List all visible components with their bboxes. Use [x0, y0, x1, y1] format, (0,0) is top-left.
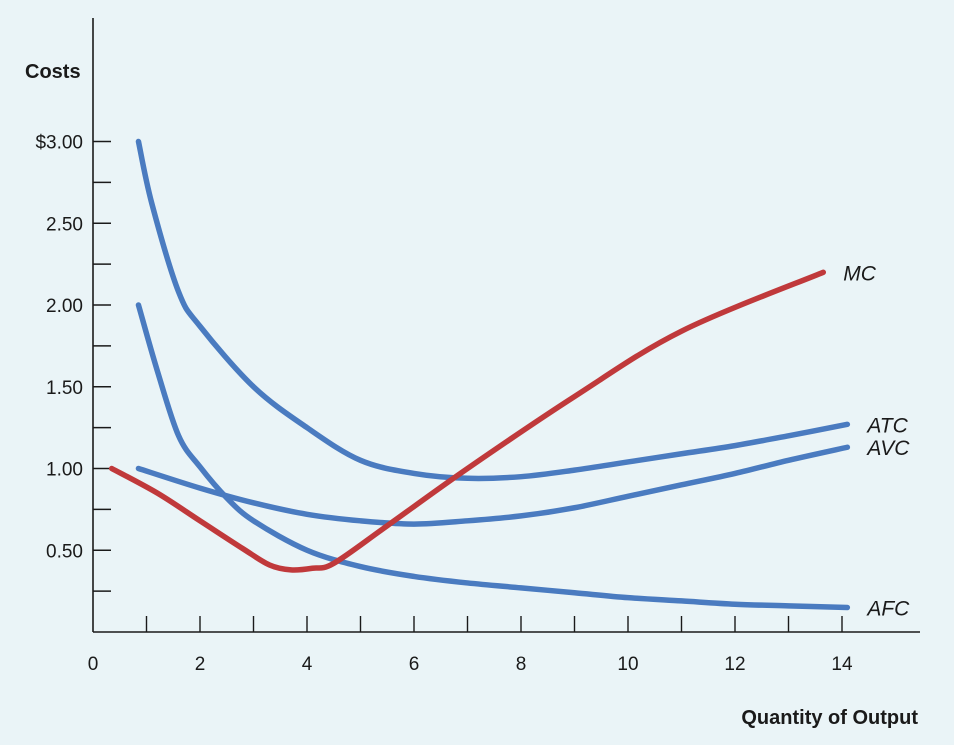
x-tick-label: 0 — [88, 654, 99, 675]
y-tick-label: 0.50 — [46, 541, 83, 562]
x-tick-label: 4 — [302, 654, 313, 675]
x-tick-label: 8 — [516, 654, 527, 675]
x-tick-label: 14 — [831, 654, 853, 675]
series-label-mc: MC — [843, 262, 876, 285]
y-tick-label: 2.50 — [46, 214, 83, 235]
series-label-afc: AFC — [865, 597, 910, 620]
x-tick-label: 6 — [409, 654, 420, 675]
y-axis-title: Costs — [25, 61, 81, 83]
x-tick-label: 2 — [195, 654, 206, 675]
y-tick-label: 2.00 — [46, 296, 83, 317]
series-line-afc — [135, 302, 851, 611]
x-tick-label: 12 — [724, 654, 745, 675]
y-tick-label: 1.50 — [46, 378, 83, 399]
series-label-atc: ATC — [865, 414, 908, 437]
series-layer — [108, 138, 851, 611]
series-line-atc — [135, 138, 851, 482]
x-tick-label: 10 — [617, 654, 638, 675]
series-label-avc: AVC — [865, 437, 910, 460]
y-tick-label: 1.00 — [46, 460, 83, 481]
series-line-avc — [135, 444, 851, 527]
x-axis-title: Quantity of Output — [741, 707, 918, 729]
series-line-mc — [108, 269, 827, 573]
axes-layer: 0.50 1.00 1.50 2.00 2.50 $3.00 0 2 4 6 8 10 12 14 — [35, 18, 920, 675]
y-tick-label: $3.00 — [35, 133, 83, 154]
